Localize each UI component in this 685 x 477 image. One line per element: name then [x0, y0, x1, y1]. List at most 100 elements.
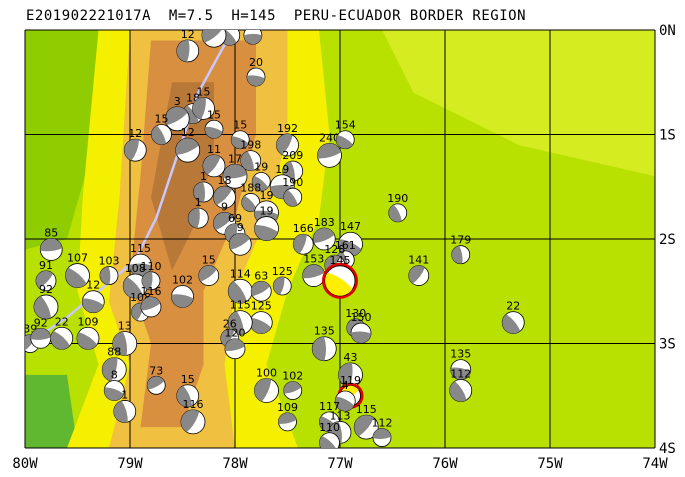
beachball: 102 — [171, 273, 194, 308]
depth-label: 85 — [44, 226, 58, 239]
depth-label: 43 — [344, 351, 358, 364]
depth-label: 166 — [293, 222, 314, 235]
beachball-quadrant — [76, 332, 98, 350]
beachball: 109 — [277, 401, 298, 432]
beachball-quadrant — [151, 125, 167, 145]
beachball-quadrant — [319, 435, 336, 448]
lon-label: 78W — [222, 456, 248, 472]
beachball: 110 — [141, 260, 162, 291]
beachball: 116 — [180, 398, 206, 435]
beachball: 19 — [254, 205, 279, 241]
beachball: 12 — [175, 126, 201, 163]
depth-label: 112 — [372, 417, 393, 430]
beachball-quadrant — [30, 328, 51, 340]
beachball: 4 — [334, 379, 356, 412]
beachball: 20 — [246, 56, 266, 87]
depth-label: 114 — [230, 267, 251, 280]
depth-label: 154 — [335, 119, 356, 132]
depth-label: 192 — [277, 122, 298, 135]
depth-label: 161 — [335, 239, 356, 252]
lat-label: 4S — [659, 441, 676, 457]
beachball: 188 — [240, 181, 261, 212]
beachball-quadrant — [34, 296, 52, 319]
beachball: 192 — [276, 122, 299, 157]
depth-label: 22 — [506, 300, 520, 313]
depth-label: 102 — [172, 273, 193, 286]
beachball: 15 — [230, 119, 250, 150]
beachball-quadrant — [147, 376, 165, 390]
beachball-quadrant — [82, 298, 104, 313]
beachball-quadrant — [223, 164, 247, 179]
beachball: 125 — [272, 265, 293, 296]
depth-label: 15 — [202, 254, 216, 267]
beachball: 141 — [408, 254, 429, 286]
depth-label: 17 — [228, 152, 242, 165]
beachball: 15 — [176, 373, 200, 408]
depth-label: 109 — [277, 401, 298, 414]
beachball: 19 — [251, 161, 271, 191]
beachball: 103 — [99, 255, 120, 285]
depth-label: 141 — [408, 254, 429, 267]
beachball: 73 — [146, 364, 166, 395]
depth-label: 19 — [260, 205, 274, 218]
terrain-plain-ne — [382, 30, 655, 177]
depth-label: 19 — [275, 163, 289, 176]
beachball: 125 — [249, 300, 273, 335]
beachball-quadrant — [354, 415, 374, 437]
beachball-quadrant — [102, 357, 118, 382]
beachball: 3 — [164, 95, 190, 132]
depth-label: 112 — [450, 368, 471, 381]
depth-label: 145 — [330, 254, 351, 267]
beachball: 183 — [312, 216, 336, 251]
beachball-quadrant — [165, 106, 188, 126]
beachball-quadrant — [229, 233, 250, 250]
beachball: 190 — [282, 176, 303, 207]
depth-label: 190 — [282, 176, 303, 189]
depth-label: 125 — [251, 300, 272, 313]
lat-label: 2S — [659, 232, 676, 248]
beachball: 240 — [317, 131, 342, 168]
beachball: 109 — [76, 315, 100, 350]
depth-label: 198 — [240, 139, 261, 152]
depth-label: 1 — [200, 170, 207, 183]
depth-label: 183 — [314, 216, 335, 229]
depth-label: 73 — [149, 364, 163, 377]
depth-label: 240 — [319, 131, 340, 144]
beachball: 9 — [228, 221, 252, 256]
beachball-quadrant — [228, 281, 247, 304]
beachball-quadrant — [302, 264, 325, 279]
terrain-ocean — [25, 374, 78, 448]
beachball: 1 — [113, 388, 137, 423]
depth-label: 19 — [254, 161, 268, 174]
beachball: 190 — [387, 192, 408, 223]
beachball: 15 — [204, 108, 224, 139]
depth-label: 9 — [221, 200, 228, 213]
beachball: 112 — [449, 368, 473, 402]
beachball: 198 — [240, 139, 261, 172]
beachball-quadrant — [451, 245, 463, 264]
depth-label: 12 — [181, 126, 195, 139]
depth-label: 9 — [237, 221, 244, 234]
depth-label: 188 — [240, 181, 261, 194]
beachball: 85 — [39, 226, 63, 261]
beachball-quadrant — [123, 276, 144, 299]
depth-label: 102 — [282, 370, 303, 383]
beachball: 11 — [202, 143, 226, 178]
lon-label: 77W — [327, 456, 353, 472]
beachball: 92 — [33, 283, 59, 320]
beachball-quadrant — [449, 381, 467, 402]
beachball-quadrant — [312, 336, 327, 361]
beachball-quadrant — [251, 281, 270, 297]
beachball: 116 — [141, 285, 162, 318]
depth-label: 15 — [181, 373, 195, 386]
beachball: 17 — [222, 152, 248, 189]
beachball: 15 — [151, 113, 172, 145]
depth-label: 15 — [246, 14, 260, 27]
beachball: 153 — [302, 253, 326, 287]
beachball: 135 — [311, 325, 337, 362]
map-title: E201902221017A M=7.5 H=145 PERU-ECUADOR … — [26, 8, 527, 24]
beachball-quadrant — [372, 428, 391, 439]
depth-label: 20 — [249, 56, 263, 69]
beachball-quadrant — [338, 362, 353, 387]
